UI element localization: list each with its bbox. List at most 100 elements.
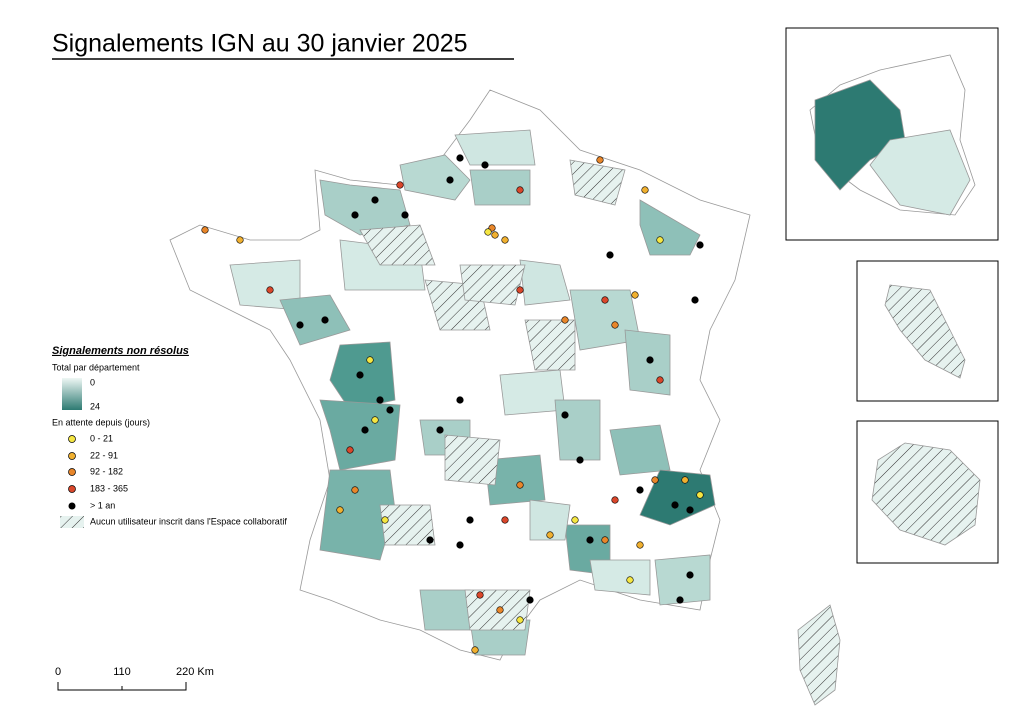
gradient-max: 24 bbox=[90, 401, 100, 411]
report-point bbox=[436, 426, 444, 434]
france-outline bbox=[169, 89, 751, 661]
report-point bbox=[691, 296, 699, 304]
legend-entry: 183 - 365 bbox=[90, 483, 128, 493]
hatched-department bbox=[569, 159, 626, 206]
legend-entry: 22 - 91 bbox=[90, 450, 118, 460]
report-point bbox=[596, 156, 604, 164]
report-point bbox=[696, 491, 704, 499]
report-point bbox=[496, 606, 504, 614]
inset-idf bbox=[785, 27, 999, 241]
hatched-department bbox=[524, 319, 576, 371]
hatched-department bbox=[359, 224, 436, 266]
hatched-department bbox=[379, 504, 436, 546]
legend-entry: Aucun utilisateur inscrit dans l'Espace … bbox=[90, 516, 287, 526]
report-point bbox=[481, 161, 489, 169]
report-point bbox=[484, 228, 492, 236]
report-point bbox=[516, 481, 524, 489]
report-point bbox=[586, 536, 594, 544]
inset-department bbox=[869, 129, 971, 216]
report-point bbox=[386, 406, 394, 414]
scale-line bbox=[57, 682, 187, 691]
report-point bbox=[471, 646, 479, 654]
corsica bbox=[797, 604, 841, 706]
gradient-min: 0 bbox=[90, 377, 95, 387]
report-point bbox=[476, 591, 484, 599]
department bbox=[484, 454, 546, 506]
report-point bbox=[456, 396, 464, 404]
france-map bbox=[169, 89, 934, 706]
reunion bbox=[871, 442, 981, 546]
department bbox=[319, 399, 401, 471]
report-point bbox=[656, 376, 664, 384]
report-point bbox=[236, 236, 244, 244]
report-point bbox=[656, 236, 664, 244]
legend-swatch bbox=[68, 485, 76, 493]
legend-entry: 92 - 182 bbox=[90, 466, 123, 476]
martinique bbox=[884, 284, 966, 379]
hatched-department bbox=[444, 434, 501, 486]
report-point bbox=[351, 211, 359, 219]
department bbox=[499, 369, 566, 416]
report-point bbox=[681, 476, 689, 484]
department bbox=[654, 554, 711, 606]
department bbox=[279, 294, 351, 346]
legend-title: Signalements non résolus bbox=[52, 345, 189, 357]
report-point bbox=[651, 476, 659, 484]
report-point bbox=[371, 196, 379, 204]
report-point bbox=[446, 176, 454, 184]
legend-entry: 0 - 21 bbox=[90, 433, 113, 443]
report-point bbox=[571, 516, 579, 524]
inset-martinique bbox=[856, 260, 999, 402]
report-point bbox=[401, 211, 409, 219]
report-point bbox=[636, 541, 644, 549]
report-point bbox=[546, 531, 554, 539]
inset-reunion bbox=[856, 420, 999, 564]
report-point bbox=[576, 456, 584, 464]
department bbox=[454, 129, 536, 166]
report-point bbox=[456, 154, 464, 162]
report-point bbox=[601, 296, 609, 304]
department bbox=[399, 154, 471, 201]
report-point bbox=[611, 496, 619, 504]
report-point bbox=[296, 321, 304, 329]
report-point bbox=[266, 286, 274, 294]
report-point bbox=[641, 186, 649, 194]
report-point bbox=[371, 416, 379, 424]
report-point bbox=[561, 316, 569, 324]
report-point bbox=[491, 231, 499, 239]
report-point bbox=[376, 396, 384, 404]
report-point bbox=[501, 516, 509, 524]
report-point bbox=[356, 371, 364, 379]
report-point bbox=[516, 616, 524, 624]
report-point bbox=[561, 411, 569, 419]
report-point bbox=[516, 186, 524, 194]
report-point bbox=[631, 291, 639, 299]
scale-label: 110 bbox=[113, 666, 131, 678]
gradient-swatch bbox=[62, 378, 82, 410]
report-point bbox=[201, 226, 209, 234]
legend-subtitle: Total par département bbox=[52, 362, 140, 372]
department bbox=[469, 169, 531, 206]
scale-label: 220 Km bbox=[176, 666, 214, 678]
scale-bar: 0 110 220 Km bbox=[55, 666, 214, 691]
department bbox=[589, 559, 651, 596]
report-point bbox=[601, 536, 609, 544]
legend-subtitle: En attente depuis (jours) bbox=[52, 417, 150, 427]
report-point bbox=[611, 321, 619, 329]
report-point bbox=[526, 596, 534, 604]
report-point bbox=[501, 236, 509, 244]
report-point bbox=[696, 241, 704, 249]
report-point bbox=[636, 486, 644, 494]
department bbox=[319, 179, 411, 236]
report-point bbox=[381, 516, 389, 524]
legend-swatch bbox=[68, 435, 76, 443]
report-point bbox=[606, 251, 614, 259]
report-point bbox=[516, 286, 524, 294]
hatched-department bbox=[459, 264, 526, 306]
report-point bbox=[676, 596, 684, 604]
report-point bbox=[466, 516, 474, 524]
legend-swatch bbox=[68, 502, 76, 510]
department bbox=[609, 424, 671, 476]
legend-swatch bbox=[68, 452, 76, 460]
legend-swatch bbox=[60, 516, 84, 528]
